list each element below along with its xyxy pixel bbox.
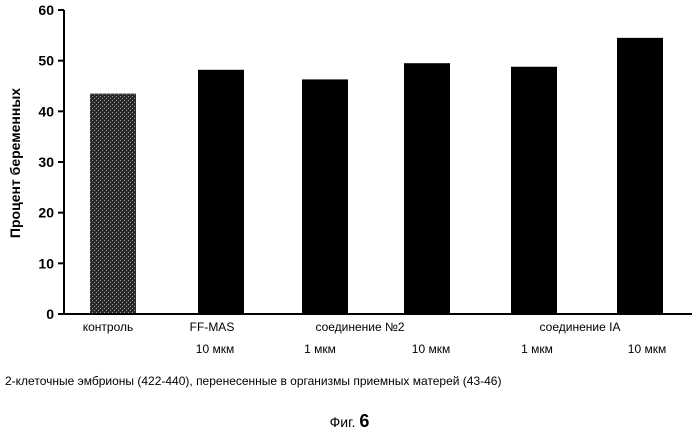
y-tick-label: 30 xyxy=(38,154,54,170)
bar-4 xyxy=(404,63,450,314)
category-label: соединение №2 xyxy=(315,320,404,334)
dose-label: 10 мкм xyxy=(628,342,666,356)
bar-3 xyxy=(302,79,348,314)
bar-1 xyxy=(90,94,136,314)
dose-label: 1 мкм xyxy=(521,342,553,356)
figure-prefix: Фиг. xyxy=(330,414,356,430)
dose-label: 10 мкм xyxy=(412,342,450,356)
dose-label: 1 мкм xyxy=(304,342,336,356)
figure-number: 6 xyxy=(359,411,369,431)
category-label: соединение IA xyxy=(540,320,621,334)
y-tick-label: 50 xyxy=(38,53,54,69)
category-label: контроль xyxy=(83,320,134,334)
y-tick-label: 40 xyxy=(38,103,54,119)
y-tick-label: 0 xyxy=(46,306,54,322)
bar-6 xyxy=(617,38,663,314)
chart-note: 2-клеточные эмбрионы (422-440), перенесе… xyxy=(5,374,501,388)
y-tick-label: 60 xyxy=(38,2,54,18)
bar-5 xyxy=(511,67,557,314)
bar-chart: 0 10 20 30 40 50 60 Процент беременных контрол… xyxy=(0,0,699,372)
bar-2 xyxy=(198,70,244,314)
category-label: FF-MAS xyxy=(190,320,235,334)
y-tick-label: 10 xyxy=(38,255,54,271)
y-tick-label: 20 xyxy=(38,205,54,221)
dose-label: 10 мкм xyxy=(196,342,234,356)
y-axis-label: Процент беременных xyxy=(7,88,23,238)
figure-caption: Фиг. 6 xyxy=(0,411,699,432)
